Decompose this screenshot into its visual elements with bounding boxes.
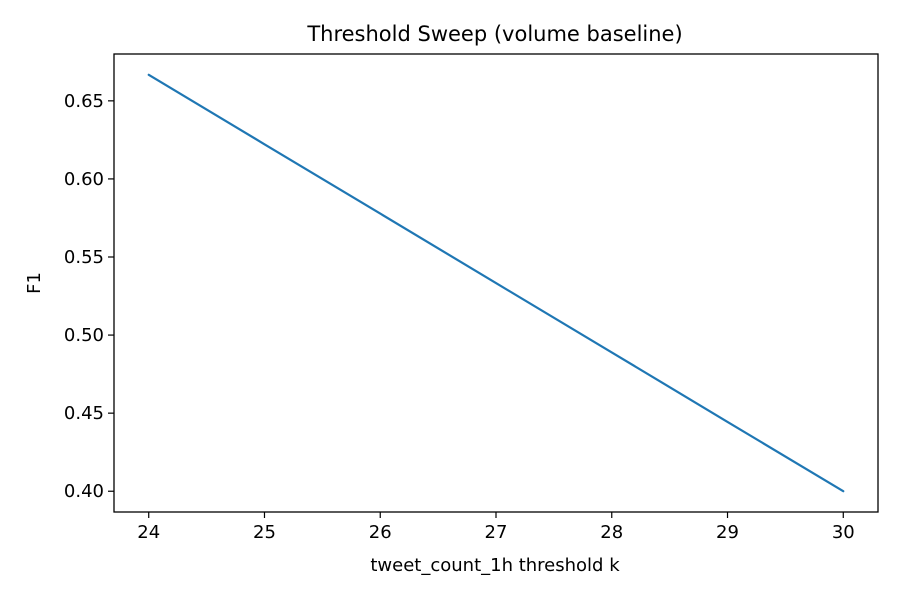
x-tick-label: 28 [600, 522, 623, 543]
y-tick-label: 0.50 [64, 325, 104, 346]
x-tick-label: 30 [832, 522, 855, 543]
series-layer [147, 73, 845, 493]
y-tick-label: 0.55 [64, 247, 104, 268]
x-tick-label: 25 [253, 522, 276, 543]
x-tick-label: 27 [485, 522, 508, 543]
y-tick-label: 0.40 [64, 481, 104, 502]
series-line [147, 73, 845, 493]
y-axis: 0.40 0.45 0.50 0.55 0.60 0.65 [64, 91, 114, 502]
y-axis-label: F1 [24, 272, 45, 294]
chart-title: Threshold Sweep (volume baseline) [306, 22, 682, 46]
x-tick-label: 29 [716, 522, 739, 543]
x-axis-label: tweet_count_1h threshold k [370, 555, 620, 576]
x-tick-label: 26 [369, 522, 392, 543]
y-tick-label: 0.65 [64, 91, 104, 112]
x-axis: 24 25 26 27 28 29 30 [137, 512, 855, 543]
y-tick-label: 0.45 [64, 403, 104, 424]
x-tick-label: 24 [137, 522, 160, 543]
y-tick-label: 0.60 [64, 169, 104, 190]
